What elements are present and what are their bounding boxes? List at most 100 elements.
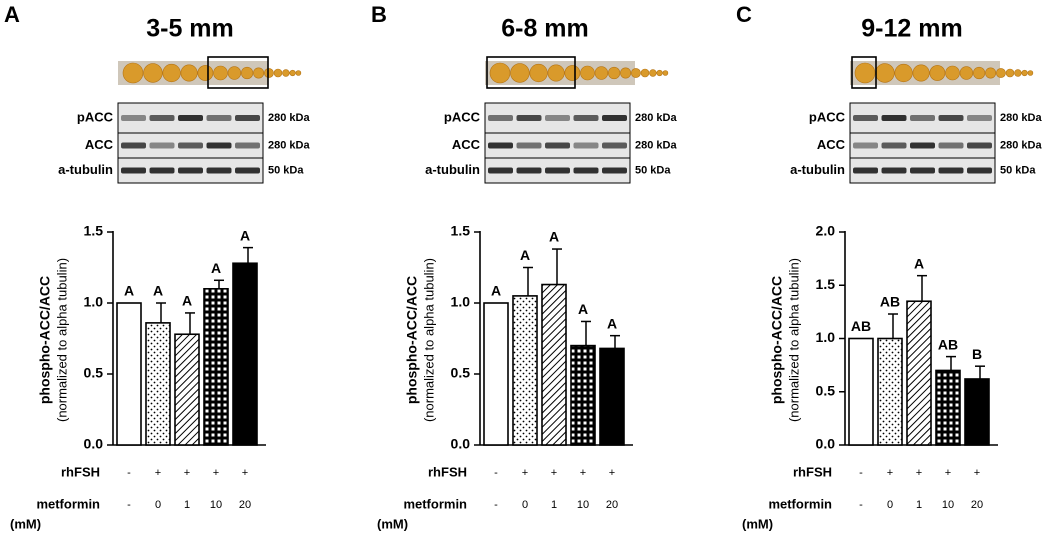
blot-band bbox=[235, 142, 260, 149]
blot-band bbox=[573, 142, 599, 149]
treatment-level: - bbox=[859, 499, 863, 511]
y-tick-label: 1.5 bbox=[451, 223, 471, 239]
treatment-level: + bbox=[974, 467, 980, 479]
panel-label: A bbox=[4, 2, 20, 27]
treatment-level: + bbox=[184, 467, 190, 479]
blot-band bbox=[516, 167, 542, 174]
follicle bbox=[985, 67, 997, 79]
blot-size: 280 kDa bbox=[635, 112, 677, 124]
blot-size: 50 kDa bbox=[268, 164, 304, 176]
follicle bbox=[289, 69, 296, 77]
follicle bbox=[1005, 68, 1015, 78]
treatment-level: 0 bbox=[155, 499, 161, 511]
blot-size: 280 kDa bbox=[268, 112, 310, 124]
treatment-unit: (mM) bbox=[10, 516, 41, 531]
follicle bbox=[295, 70, 302, 76]
follicle bbox=[656, 69, 663, 77]
bar bbox=[935, 369, 961, 446]
treatment-level: + bbox=[155, 467, 161, 479]
blot-band bbox=[235, 167, 260, 174]
bar bbox=[906, 300, 932, 446]
blot-band bbox=[488, 167, 513, 174]
treatment-name: metformin bbox=[403, 496, 467, 511]
y-tick-label: 1.5 bbox=[84, 223, 104, 239]
blot-band bbox=[235, 115, 260, 121]
y-axis-label: phospho-ACC/ACC bbox=[37, 276, 53, 404]
blot-band bbox=[910, 115, 935, 121]
bar bbox=[848, 337, 874, 446]
follicle bbox=[854, 62, 876, 84]
follicle bbox=[213, 65, 228, 81]
bar bbox=[145, 322, 171, 446]
treatment-unit: (mM) bbox=[742, 516, 773, 531]
blot-size: 280 kDa bbox=[1000, 112, 1042, 124]
blot-band bbox=[149, 115, 175, 121]
bar bbox=[570, 344, 596, 446]
significance-letter: A bbox=[211, 260, 221, 276]
blot-band bbox=[178, 115, 203, 121]
treatment-name: rhFSH bbox=[793, 464, 832, 479]
follicle bbox=[640, 68, 650, 78]
blot-label: a-tubulin bbox=[58, 162, 113, 177]
treatment-name: metformin bbox=[36, 496, 100, 511]
treatment-name: metformin bbox=[768, 496, 832, 511]
bar bbox=[483, 302, 509, 446]
blot-band bbox=[967, 142, 992, 149]
blot-band bbox=[121, 167, 146, 174]
significance-letter: A bbox=[520, 247, 530, 263]
treatment-level: 1 bbox=[551, 499, 557, 511]
panel-title: 6-8 mm bbox=[501, 15, 589, 43]
bar bbox=[174, 333, 200, 446]
treatment-level: + bbox=[580, 467, 586, 479]
treatment-level: 1 bbox=[184, 499, 190, 511]
follicle bbox=[143, 63, 163, 83]
blot-band bbox=[881, 167, 907, 174]
y-tick-label: 0.0 bbox=[816, 436, 836, 452]
follicle bbox=[607, 66, 621, 80]
follicle bbox=[972, 66, 986, 80]
blot-band bbox=[516, 142, 542, 149]
blot-size: 280 kDa bbox=[268, 139, 310, 151]
treatment-name: rhFSH bbox=[428, 464, 467, 479]
follicle bbox=[929, 65, 946, 81]
treatment-level: + bbox=[242, 467, 248, 479]
follicle bbox=[631, 68, 641, 78]
blot-band bbox=[881, 142, 907, 149]
strip-box bbox=[207, 56, 269, 89]
follicle bbox=[594, 66, 609, 80]
bar bbox=[541, 283, 567, 446]
y-tick-label: 0.0 bbox=[451, 436, 471, 452]
blot-band bbox=[910, 142, 935, 149]
blot-band bbox=[881, 115, 907, 121]
blot-band bbox=[602, 167, 627, 174]
y-axis-label: phospho-ACC/ACC bbox=[769, 276, 785, 404]
follicle bbox=[894, 63, 913, 83]
blot-band bbox=[516, 115, 542, 121]
blot-band bbox=[121, 115, 146, 121]
blot-band bbox=[853, 115, 878, 121]
blot-band bbox=[853, 142, 878, 149]
treatment-unit: (mM) bbox=[377, 516, 408, 531]
blot-band bbox=[178, 142, 203, 149]
blot-label: ACC bbox=[85, 137, 114, 152]
follicle bbox=[996, 68, 1006, 78]
treatment-level: 1 bbox=[916, 499, 922, 511]
y-tick-label: 2.0 bbox=[816, 223, 836, 239]
blot-size: 280 kDa bbox=[1000, 139, 1042, 151]
follicle bbox=[197, 65, 214, 81]
strip-box bbox=[486, 56, 576, 89]
treatment-level: - bbox=[859, 467, 863, 479]
bar bbox=[116, 302, 142, 446]
blot-band bbox=[602, 142, 627, 149]
treatment-level: + bbox=[522, 467, 528, 479]
y-axis-label: phospho-ACC/ACC bbox=[404, 276, 420, 404]
y-tick-label: 0.5 bbox=[451, 365, 471, 381]
follicle bbox=[1014, 69, 1022, 77]
follicle bbox=[912, 64, 930, 82]
y-tick-label: 1.0 bbox=[816, 329, 836, 345]
follicle bbox=[227, 66, 242, 80]
bar bbox=[512, 295, 538, 446]
treatment-level: 0 bbox=[887, 499, 893, 511]
follicle bbox=[945, 65, 960, 81]
blot-band bbox=[910, 167, 935, 174]
